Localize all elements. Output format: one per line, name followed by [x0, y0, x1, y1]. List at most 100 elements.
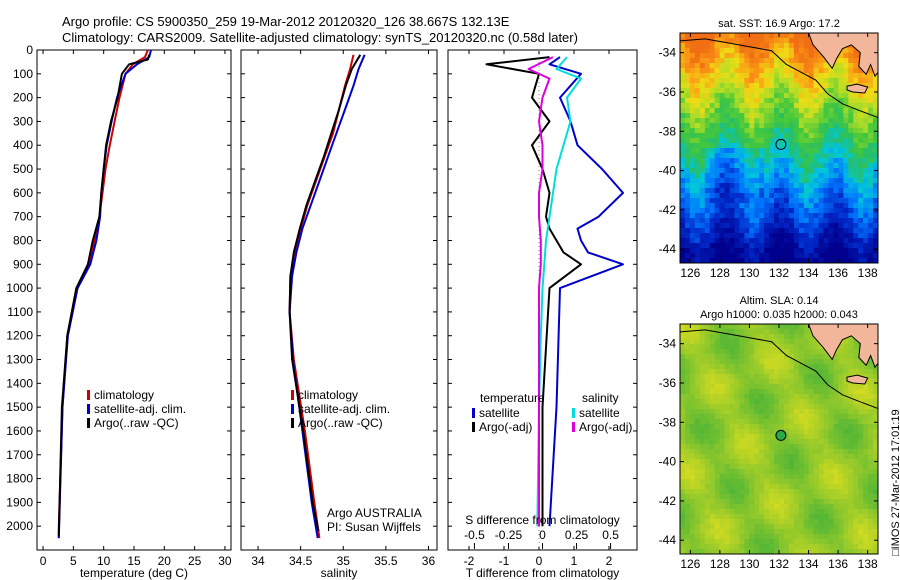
- map-cell: [709, 504, 716, 510]
- map-cell: [858, 389, 864, 395]
- map-cell: [858, 479, 864, 485]
- map-cell: [689, 68, 696, 74]
- map-cell: [858, 128, 864, 134]
- map-cell: [744, 128, 750, 134]
- map-cell: [848, 68, 854, 74]
- map-cell: [863, 489, 869, 495]
- map-cell: [685, 499, 691, 505]
- map-cell: [823, 419, 829, 425]
- map-cell: [823, 519, 829, 525]
- map-cell: [873, 138, 878, 144]
- map-cell: [709, 238, 716, 244]
- map-cell: [823, 83, 829, 89]
- map-cell: [680, 449, 686, 455]
- map-cell: [818, 198, 825, 204]
- map-cell: [685, 399, 691, 405]
- map-cell: [734, 163, 740, 169]
- map-cell: [788, 128, 795, 134]
- map-cell: [828, 434, 834, 440]
- map-cell: [734, 108, 740, 114]
- map-cell: [759, 364, 765, 370]
- y-tick-label: 1100: [7, 305, 33, 319]
- map-cell: [808, 379, 815, 385]
- salinity-tick-label: 0: [539, 528, 546, 542]
- map-cell: [803, 53, 810, 59]
- map-cell: [788, 434, 795, 440]
- map-cell: [873, 379, 878, 385]
- map-cell: [704, 178, 711, 184]
- map-cell: [784, 474, 790, 480]
- map-cell: [729, 48, 735, 54]
- map-cell: [769, 83, 775, 89]
- map-cell: [729, 414, 735, 420]
- map-cell: [704, 414, 711, 420]
- map-cell: [714, 213, 721, 219]
- map-cell: [769, 479, 775, 485]
- map-cell: [818, 218, 825, 224]
- map-cell: [764, 399, 770, 405]
- map-cell: [779, 208, 785, 214]
- map-cell: [699, 524, 706, 530]
- map-cell: [714, 248, 721, 254]
- map-cell: [813, 449, 820, 455]
- map-cell: [749, 123, 755, 129]
- map-cell: [838, 98, 844, 104]
- map-cell: [863, 138, 869, 144]
- map-cell: [680, 479, 686, 485]
- map-cell: [759, 208, 765, 214]
- map-cell: [769, 499, 775, 505]
- map-cell: [788, 233, 795, 239]
- map-cell: [788, 43, 795, 49]
- legend-swatch: [291, 418, 294, 428]
- map-cell: [779, 68, 785, 74]
- profile-panel-temperature: 0100200300400500600700800900100011001200…: [6, 43, 232, 580]
- map-cell: [818, 444, 825, 450]
- map-cell: [843, 429, 849, 435]
- map-cell: [709, 38, 716, 44]
- map-cell: [734, 148, 740, 154]
- legend-entry: satellite-adj. clim.: [94, 402, 186, 416]
- map-cell: [873, 504, 878, 510]
- map-cell: [759, 374, 765, 380]
- map-cell: [793, 133, 800, 139]
- map-cell: [818, 449, 825, 455]
- map-cell: [788, 344, 795, 350]
- map-cell: [868, 108, 874, 114]
- map-cell: [744, 534, 750, 540]
- map-cell: [813, 123, 820, 129]
- map-cell: [694, 464, 701, 470]
- map-cell: [719, 133, 726, 139]
- map-cell: [774, 364, 780, 370]
- map-cell: [749, 514, 755, 520]
- map-cell: [764, 133, 770, 139]
- map-cell: [759, 88, 765, 94]
- map-cell: [868, 514, 874, 520]
- map-cell: [694, 439, 701, 445]
- map-cell: [803, 399, 810, 405]
- map-cell: [779, 243, 785, 249]
- map-cell: [838, 138, 844, 144]
- map-cell: [769, 253, 775, 259]
- map-cell: [833, 138, 839, 144]
- map-cell: [759, 509, 765, 515]
- map-cell: [793, 429, 800, 435]
- map-cell: [779, 108, 785, 114]
- map-cell: [853, 188, 859, 194]
- map-cell: [724, 454, 730, 460]
- map-cell: [803, 404, 810, 410]
- map-cell: [868, 243, 874, 249]
- map-cell: [709, 409, 716, 415]
- map-cell: [813, 63, 820, 69]
- map-cell: [818, 188, 825, 194]
- map-cell: [833, 238, 839, 244]
- map-cell: [788, 329, 795, 335]
- map-cell: [694, 334, 701, 340]
- map-cell: [823, 138, 829, 144]
- map-cell: [764, 444, 770, 450]
- map-cell: [808, 344, 815, 350]
- map-cell: [709, 509, 716, 515]
- map-cell: [863, 384, 869, 390]
- map-cell: [784, 53, 790, 59]
- map-cell: [779, 78, 785, 84]
